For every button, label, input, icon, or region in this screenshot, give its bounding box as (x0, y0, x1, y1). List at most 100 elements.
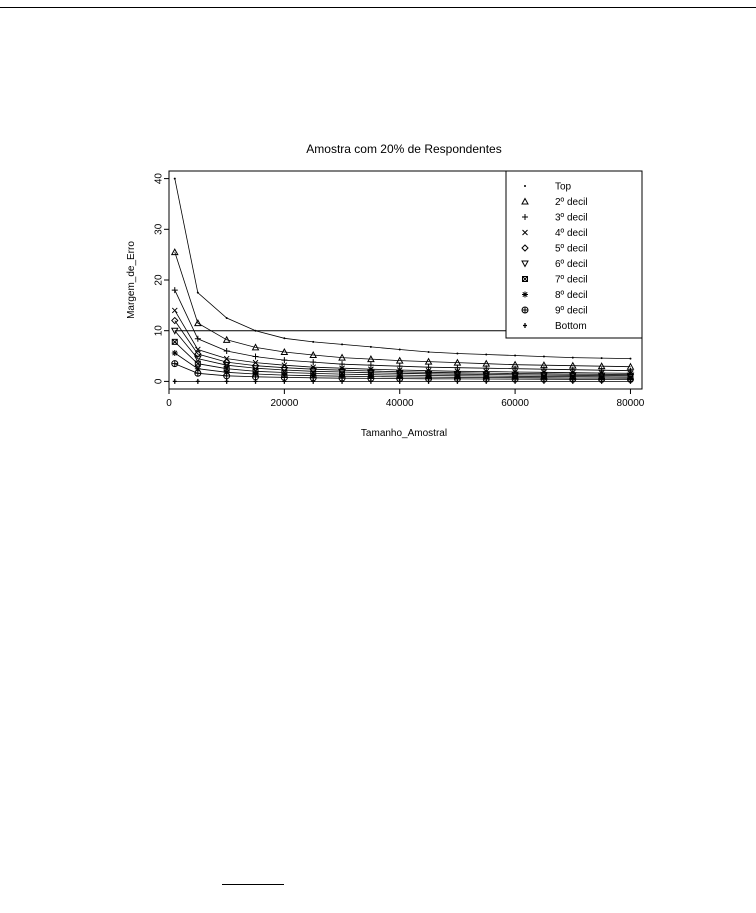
data-point-3-decil-7 (367, 362, 374, 369)
legend-symbol-2-decil (521, 197, 529, 205)
legend-symbol-bottom (523, 323, 527, 328)
data-point-top-11 (485, 353, 488, 356)
legend-item-5-decil: 5º decil (521, 244, 588, 255)
y-tick-label-0: 0 (154, 378, 165, 384)
data-point-5-decil-5 (309, 365, 317, 373)
data-point-top-13 (542, 355, 545, 358)
legend-item-2-decil: 2º decil (521, 197, 588, 208)
legend-item-bottom: Bottom (523, 321, 587, 332)
x-tick-label-20000: 20000 (270, 398, 298, 409)
data-point-5-decil-4 (280, 363, 289, 372)
data-point-bottom-6 (340, 378, 345, 384)
data-point-4-decil-1 (194, 346, 201, 353)
data-point-4-decil-7 (368, 366, 374, 373)
series-markers (170, 177, 635, 384)
legend-label-5-decil: 5º decil (555, 244, 588, 255)
data-point-top-1 (196, 291, 199, 294)
data-point-top-8 (398, 348, 401, 351)
legend-label-bottom: Bottom (555, 321, 587, 332)
data-point-bottom-12 (513, 378, 518, 384)
data-point-9-decil-0 (171, 360, 179, 368)
x-tick-label-80000: 80000 (617, 398, 645, 409)
legend-symbol-7-decil (522, 276, 528, 282)
x-tick-label-40000: 40000 (386, 398, 414, 409)
data-point-top-7 (369, 345, 372, 348)
x-axis: 0 20000 40000 60000 80000 (166, 389, 645, 409)
legend-label-4-decil: 4º decil (555, 228, 588, 239)
data-point-top-5 (312, 340, 315, 343)
data-point-top-10 (456, 352, 459, 355)
data-point-top-6 (341, 343, 344, 346)
x-tick-label-0: 0 (166, 398, 172, 409)
data-point-bottom-11 (484, 378, 489, 384)
x-axis-label: Tamanho_Amostral (361, 428, 447, 439)
chart-title: Amostra com 20% de Respondentes (306, 142, 501, 156)
data-point-bottom-8 (397, 378, 402, 384)
legend-item-4-decil: 4º decil (522, 228, 588, 239)
legend-symbol-3-decil (522, 214, 528, 220)
data-point-5-decil-2 (222, 358, 231, 366)
data-point-2-decil-4 (280, 347, 289, 355)
y-tick-label-20: 20 (154, 274, 165, 286)
data-point-bottom-4 (282, 378, 287, 384)
legend-item-8-decil: 8º decil (522, 290, 588, 301)
legend-box (505, 170, 643, 339)
data-point-bottom-3 (253, 378, 258, 384)
legend-symbol-5-decil (521, 244, 529, 252)
legend-label-9-decil: 9º decil (555, 306, 588, 317)
legend: Top 2º decil 3º decil 4º decil 5º decil 6º de… (505, 170, 643, 339)
data-point-8-decil-0 (171, 350, 178, 357)
x-tick-label-60000: 60000 (501, 398, 529, 409)
legend-symbol-8-decil (522, 291, 528, 298)
data-point-6-decil-2 (222, 362, 231, 370)
data-point-2-decil-8 (395, 356, 404, 364)
data-point-5-decil-0 (171, 316, 179, 325)
data-point-bottom-2 (224, 378, 229, 384)
data-point-3-decil-2 (223, 347, 230, 354)
data-point-3-decil-1 (194, 335, 201, 342)
data-point-4-decil-8 (396, 367, 403, 373)
data-point-top-12 (514, 354, 517, 357)
data-point-7-decil-0 (171, 338, 178, 345)
legend-item-7-decil: 7º decil (522, 275, 588, 286)
legend-label-3-decil: 3º decil (555, 213, 588, 224)
data-point-top-3 (254, 329, 257, 332)
data-point-bottom-5 (311, 378, 316, 384)
data-point-3-decil-0 (171, 287, 178, 294)
legend-symbol-4-decil (522, 229, 528, 236)
y-tick-label-40: 40 (154, 173, 165, 185)
data-point-3-decil-5 (310, 359, 317, 366)
data-point-3-decil-15 (598, 367, 605, 374)
legend-label-8-decil: 8º decil (555, 290, 588, 301)
legend-symbol-9-decil (521, 306, 529, 314)
series-line-6-decil (174, 330, 631, 377)
y-axis-label: Margem_de_Erro (126, 241, 137, 319)
data-point-2-decil-6 (338, 353, 346, 361)
data-point-top-4 (283, 337, 286, 340)
legend-item-6-decil: 6º decil (521, 259, 588, 270)
y-axis: 0 10 20 30 40 (154, 173, 169, 384)
data-point-bottom-16 (628, 378, 633, 384)
data-point-3-decil-6 (339, 361, 346, 368)
data-point-6-decil-0 (170, 327, 179, 335)
data-point-3-decil-3 (252, 353, 259, 360)
data-point-9-decil-2 (223, 372, 231, 380)
data-point-3-decil-14 (569, 366, 576, 373)
data-point-2-decil-3 (251, 343, 260, 351)
legend-item-top: Top (524, 182, 572, 193)
data-point-4-decil-0 (171, 307, 178, 314)
data-point-top-14 (571, 356, 574, 359)
legend-label-7-decil: 7º decil (555, 275, 588, 286)
data-point-6-decil-1 (193, 355, 202, 363)
data-point-3-decil-4 (281, 357, 288, 364)
data-point-2-decil-5 (309, 350, 318, 359)
footnote-rule (222, 884, 284, 885)
data-point-bottom-14 (570, 378, 575, 384)
data-point-5-decil-1 (194, 350, 202, 358)
data-point-bottom-7 (368, 378, 373, 384)
data-point-bottom-13 (541, 378, 546, 384)
data-point-bottom-0 (172, 378, 177, 384)
series-line-5-decil (174, 320, 631, 375)
data-point-4-decil-9 (425, 367, 432, 374)
